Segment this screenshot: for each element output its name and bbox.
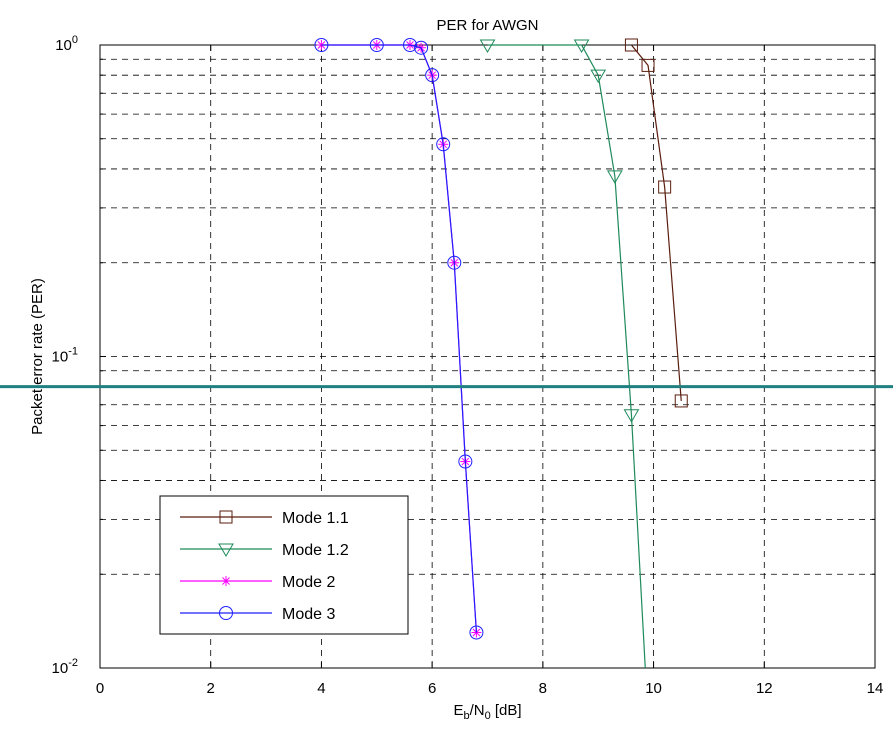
data-point-mode-1-2	[623, 409, 640, 423]
data-point-mode-1-1	[674, 394, 688, 408]
x-tick-label: 10	[645, 680, 662, 697]
legend-entry-mode-1-2: Mode 1.2	[180, 542, 349, 559]
grid	[100, 45, 875, 668]
data-point-mode-3	[447, 255, 462, 270]
x-label-unit: [dB]	[491, 702, 522, 719]
legend-marker	[218, 543, 234, 557]
x-tick-label: 14	[867, 680, 884, 697]
x-tick-label: 2	[207, 680, 215, 697]
legend-label: Mode 2	[282, 574, 335, 591]
legend-entry-mode-2: Mode 2	[180, 574, 335, 591]
x-label-n: /N	[470, 702, 485, 719]
data-point-mode-3	[469, 625, 484, 640]
data-point-mode-3	[425, 68, 440, 83]
data-point-mode-1-2	[479, 39, 496, 53]
series-line-mode-3	[321, 44, 478, 633]
x-tick-label: 4	[317, 680, 325, 697]
series-mode-1-2	[479, 39, 646, 669]
legend-marker	[219, 606, 233, 620]
data-point-mode-1-1	[641, 58, 655, 72]
x-tick-label: 6	[428, 680, 436, 697]
series-mode-1-1	[624, 38, 688, 408]
series-line-mode-1-2	[487, 44, 646, 669]
legend-label: Mode 1.1	[282, 510, 349, 527]
legend-label: Mode 1.2	[282, 542, 349, 559]
legend-marker	[221, 576, 231, 586]
legend-entry-mode-3: Mode 3	[180, 606, 335, 623]
legend: Mode 1.1 Mode 1.2 Mode 2 Mode 3	[159, 495, 409, 635]
x-axis-label: Eb/N0 [dB]	[453, 702, 521, 722]
legend-entry-mode-1-1: Mode 1.1	[180, 510, 349, 527]
series-group	[314, 38, 688, 669]
x-tick-label: 8	[539, 680, 547, 697]
data-point-mode-3	[369, 38, 384, 52]
series-line-mode-1-1	[630, 44, 682, 401]
x-tick-label: 12	[756, 680, 773, 697]
axis-ticks: 0 2 4 6 8 10 12 14 100 10-1 10-2	[52, 34, 884, 697]
data-point-mode-3	[403, 38, 417, 52]
data-point-mode-3	[458, 454, 473, 469]
y-tick-label: 100	[55, 34, 78, 54]
x-tick-label: 0	[96, 680, 104, 697]
data-point-mode-1-2	[606, 170, 623, 184]
y-tick-label: 10-1	[52, 346, 78, 366]
legend-label: Mode 3	[282, 606, 335, 623]
chart-title: PER for AWGN	[437, 17, 539, 34]
data-point-mode-1-2	[573, 39, 590, 53]
data-point-mode-1-1	[624, 38, 638, 52]
legend-marker	[219, 510, 233, 524]
y-tick-label: 10-2	[52, 657, 78, 677]
data-point-mode-1-1	[658, 180, 672, 194]
star-stroke	[222, 577, 230, 585]
data-point-mode-3	[436, 137, 451, 152]
x-label-e: E	[453, 702, 463, 719]
data-point-mode-1-2	[590, 69, 607, 84]
series-mode-3	[314, 38, 484, 640]
legend-box	[159, 495, 409, 635]
y-axis-label: Packet error rate (PER)	[29, 278, 46, 435]
data-point-mode-3	[314, 38, 329, 52]
x-label-sub-0: 0	[485, 710, 491, 722]
x-label-sub-b: b	[463, 710, 469, 722]
data-point-mode-3	[414, 40, 429, 55]
